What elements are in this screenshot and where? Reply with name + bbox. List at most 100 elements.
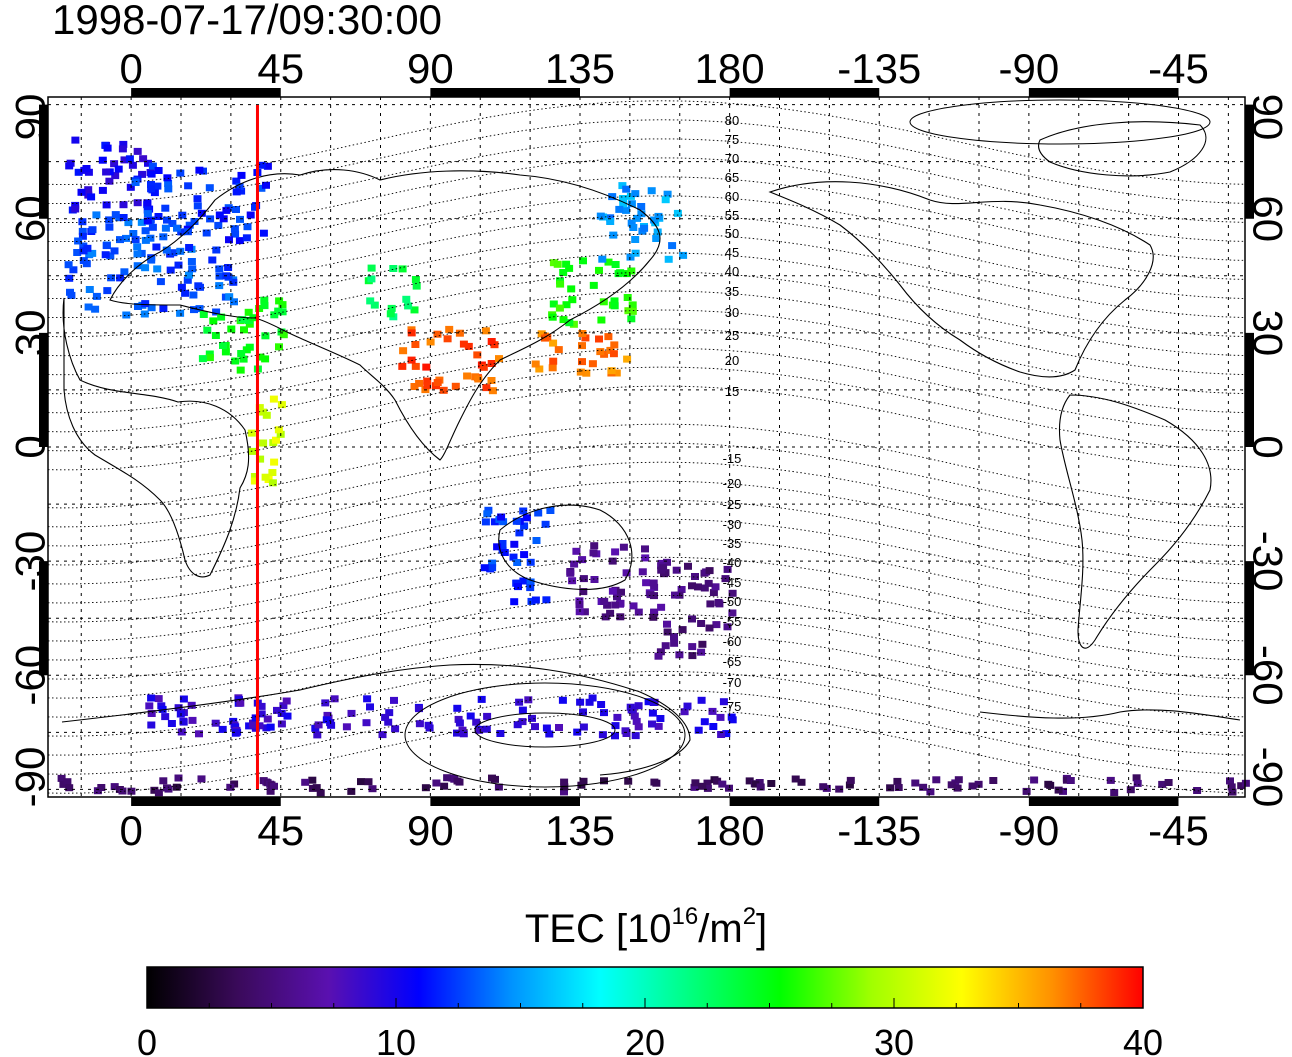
tec-data-point [989,777,998,784]
tec-data-point [263,715,272,723]
tec-data-point [633,214,642,222]
tec-data-point [141,227,150,235]
tec-data-point [454,715,463,723]
tec-data-point [215,282,224,290]
tec-data-point [218,725,227,733]
tec-data-point [87,193,96,201]
x-tick-label-bottom: -90 [999,807,1060,854]
tec-data-point [490,518,499,526]
tec-data-point [154,695,163,703]
tec-data-point [178,211,187,219]
tec-data-point [661,642,670,650]
tec-data-point [97,784,106,791]
tec-data-point [205,350,214,358]
contour-label: -40 [723,555,742,570]
tec-data-point [205,184,214,192]
tec-data-point [649,613,658,621]
tec-data-point [618,182,627,190]
tec-data-point [482,725,491,733]
tec-data-point [597,701,606,708]
tec-data-point [426,338,435,346]
tec-data-point [159,233,168,241]
tec-data-point [691,573,699,580]
tec-data-point [270,782,278,790]
tec-data-point [198,355,207,363]
tec-data-point [709,723,718,730]
tec-data-point [185,271,193,279]
tec-data-point [148,223,157,231]
tec-data-point [494,783,503,791]
north-america-coastline [768,181,1154,378]
tec-data-point [455,778,464,786]
y-tick-label-left: -30 [7,531,54,592]
tec-data-point [283,712,292,720]
tec-data-point [225,293,234,301]
frame-tick-bar [1245,561,1254,676]
tec-data-point [705,624,714,632]
tec-data-point [150,786,159,794]
tec-data-point [230,225,239,233]
tec-data-point [705,567,714,575]
tec-data-point [706,600,715,608]
tec-data-point [703,784,712,792]
tec-data-point [131,179,140,186]
tec-data-point [179,695,188,703]
tec-data-point [663,620,671,628]
geomag-contour-line [47,290,1246,376]
tec-data-point [153,182,162,190]
tec-data-point [632,717,641,725]
tec-data-point [229,717,238,725]
tec-data-point [137,249,146,257]
tec-data-point [363,695,372,703]
tec-data-point [483,510,492,518]
tec-data-point [893,777,902,785]
tec-data-point [71,136,80,144]
tec-data-point [190,218,199,225]
tec-data-point [755,779,764,786]
tec-data-point [487,360,496,367]
x-tick-label-top: -45 [1148,45,1209,92]
tec-data-point [526,558,535,566]
tec-data-point [261,332,270,340]
tec-data-point [1227,783,1236,791]
tec-data-point [440,782,449,790]
tec-data-point [509,553,518,561]
tec-data-point [595,335,603,343]
tec-data-point [163,174,172,182]
tec-data-point [611,261,620,268]
tec-data-point [488,774,496,782]
x-tick-label-bottom: 0 [119,807,142,854]
tec-data-point [262,181,270,189]
tec-data-point [512,517,521,525]
tec-data-point [177,283,186,291]
tec-data-point [628,307,637,315]
colorbar-tick-label: 40 [1123,1022,1163,1057]
frame-tick-bar [729,797,880,806]
tec-data-point [164,185,173,193]
tec-data-point [622,730,631,737]
tec-data-point [156,278,165,286]
tec-data-point [622,270,631,278]
tec-data-point [612,369,621,377]
tec-data-point [473,351,482,359]
x-tick-label-bottom: -45 [1148,807,1209,854]
tec-data-point [648,709,657,717]
tec-data-point [270,458,279,466]
tec-data-point [677,586,686,593]
tec-data-point [1158,780,1167,788]
tec-data-point [600,597,609,605]
tec-data-point [627,267,636,275]
tec-data-point [555,724,563,731]
tec-data-point [728,589,737,597]
tec-data-point [663,190,672,198]
contour-label: -20 [723,476,742,491]
tec-data-point [105,216,114,224]
tec-data-point [433,379,442,386]
tec-data-point [88,249,97,257]
tec-data-point [268,479,277,487]
tec-data-point [585,698,594,706]
tec-data-point [637,210,646,218]
tec-data-point [555,304,564,312]
tec-data-point [619,200,628,208]
tec-data-point [627,219,636,227]
